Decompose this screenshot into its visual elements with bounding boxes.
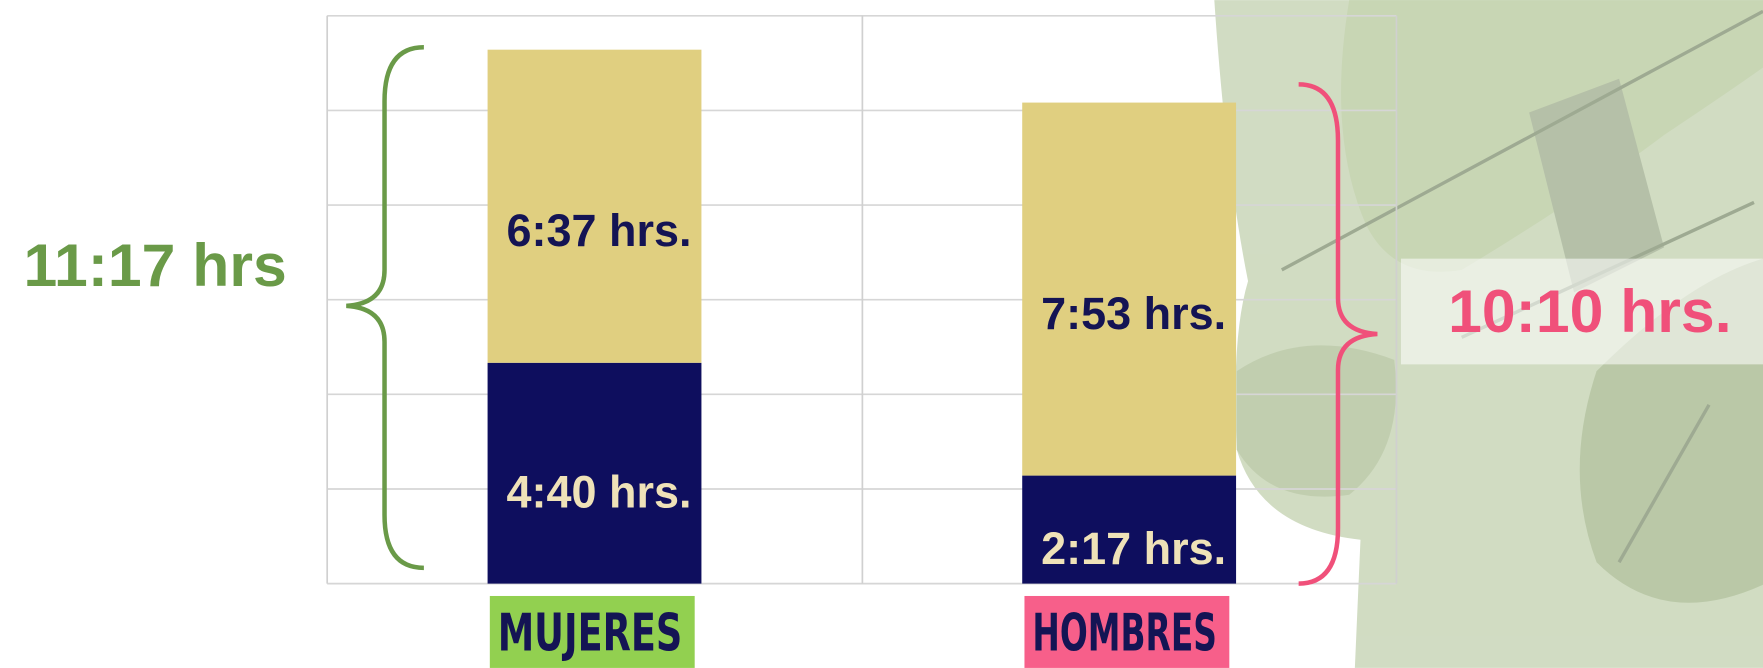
x-tick-label: HOMBRES bbox=[1032, 603, 1217, 663]
bar-segment bbox=[1022, 475, 1237, 584]
bracket-left bbox=[346, 45, 424, 571]
annotation-box bbox=[1400, 258, 1763, 365]
value-label: 7:53 hrs. bbox=[1041, 288, 1226, 339]
category-box bbox=[489, 595, 695, 668]
value-label: 2:17 hrs. bbox=[1041, 523, 1226, 574]
bar-segment bbox=[487, 49, 702, 363]
bracket-right bbox=[1298, 82, 1378, 586]
annotation: 10:10 hrs. bbox=[1448, 277, 1731, 345]
bar-segment bbox=[487, 362, 702, 584]
annotation: 11:17 hrs bbox=[24, 231, 287, 299]
value-label: 4:40 hrs. bbox=[507, 467, 692, 518]
bar-segment bbox=[1022, 102, 1237, 476]
x-tick-label: MUJERES bbox=[498, 603, 683, 663]
category-box bbox=[1024, 595, 1230, 668]
plot-frame bbox=[326, 15, 1398, 584]
value-label: 6:37 hrs. bbox=[507, 205, 692, 256]
